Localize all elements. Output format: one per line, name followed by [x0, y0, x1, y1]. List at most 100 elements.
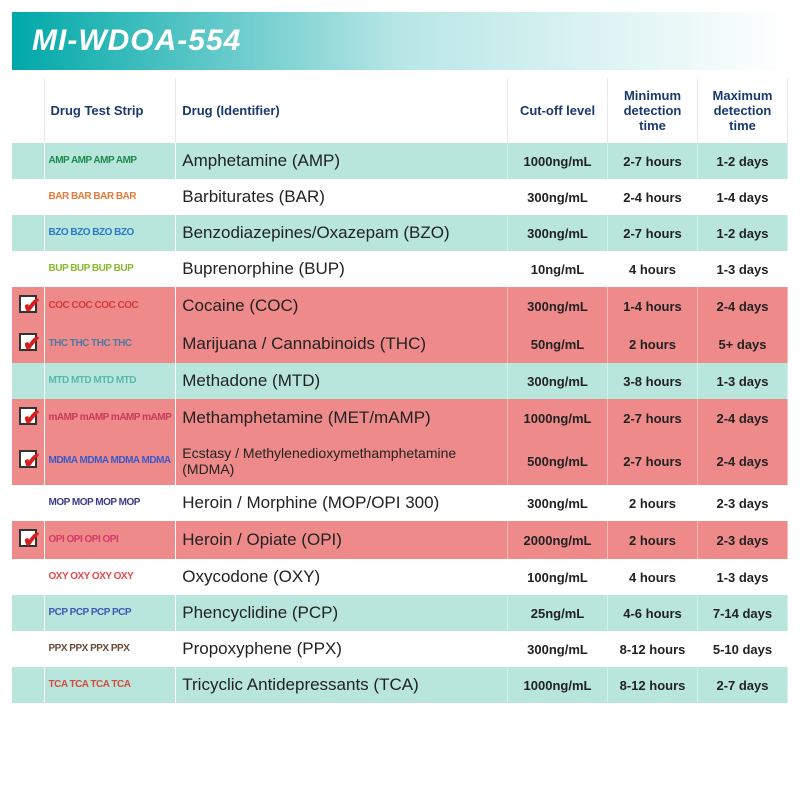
cutoff-cell: 300ng/mL — [508, 363, 608, 399]
drug-cell: Phencyclidine (PCP) — [176, 595, 508, 631]
max-cell: 2-4 days — [698, 437, 788, 485]
min-cell: 2-7 hours — [608, 215, 698, 251]
strip-cell: mAMP mAMP mAMP mAMP — [44, 399, 176, 437]
table-row: BAR BAR BAR BARBarbiturates (BAR)300ng/m… — [12, 179, 788, 215]
checkbox[interactable]: ✔ — [19, 529, 37, 547]
strip-cell: MOP MOP MOP MOP — [44, 485, 176, 521]
drug-cell: Cocaine (COC) — [176, 287, 508, 325]
check-cell[interactable] — [12, 485, 44, 521]
check-cell[interactable] — [12, 559, 44, 595]
min-cell: 2 hours — [608, 325, 698, 363]
table-row: OXY OXY OXY OXYOxycodone (OXY)100ng/mL4 … — [12, 559, 788, 595]
check-cell[interactable] — [12, 251, 44, 287]
col-drug: Drug (Identifier) — [176, 78, 508, 143]
max-cell: 1-2 days — [698, 143, 788, 179]
table-row: ✔OPI OPI OPI OPIHeroin / Opiate (OPI)200… — [12, 521, 788, 559]
min-cell: 8-12 hours — [608, 631, 698, 667]
drug-table: Drug Test Strip Drug (Identifier) Cut-of… — [12, 78, 788, 703]
checkbox[interactable]: ✔ — [19, 333, 37, 351]
min-cell: 4 hours — [608, 251, 698, 287]
cutoff-cell: 1000ng/mL — [508, 399, 608, 437]
strip-cell: THC THC THC THC — [44, 325, 176, 363]
strip-cell: PCP PCP PCP PCP — [44, 595, 176, 631]
strip-cell: PPX PPX PPX PPX — [44, 631, 176, 667]
check-cell[interactable] — [12, 215, 44, 251]
drug-cell: Oxycodone (OXY) — [176, 559, 508, 595]
drug-cell: Methadone (MTD) — [176, 363, 508, 399]
check-cell[interactable] — [12, 667, 44, 703]
check-cell[interactable] — [12, 143, 44, 179]
check-cell[interactable] — [12, 179, 44, 215]
max-cell: 2-3 days — [698, 485, 788, 521]
table-row: ✔ THC THC THC THCMarijuana / Cannabinoids… — [12, 325, 788, 363]
checkbox[interactable]: ✔ — [19, 295, 37, 313]
max-cell: 1-4 days — [698, 179, 788, 215]
max-cell: 1-3 days — [698, 363, 788, 399]
drug-cell: Barbiturates (BAR) — [176, 179, 508, 215]
checkbox[interactable]: ✔ — [19, 450, 37, 468]
min-cell: 3-8 hours — [608, 363, 698, 399]
cutoff-cell: 2000ng/mL — [508, 521, 608, 559]
cutoff-cell: 25ng/mL — [508, 595, 608, 631]
checkmark-icon: ✔ — [23, 527, 41, 553]
cutoff-cell: 1000ng/mL — [508, 143, 608, 179]
table-row: AMP AMP AMP AMPAmphetamine (AMP)1000ng/m… — [12, 143, 788, 179]
strip-cell: OXY OXY OXY OXY — [44, 559, 176, 595]
check-cell[interactable]: ✔ — [12, 437, 44, 485]
strip-cell: MTD MTD MTD MTD — [44, 363, 176, 399]
min-cell: 2-7 hours — [608, 437, 698, 485]
check-cell[interactable] — [12, 631, 44, 667]
check-cell[interactable]: ✔ — [12, 521, 44, 559]
cutoff-cell: 300ng/mL — [508, 179, 608, 215]
drug-cell: Benzodiazepines/Oxazepam (BZO) — [176, 215, 508, 251]
cutoff-cell: 300ng/mL — [508, 631, 608, 667]
max-cell: 2-3 days — [698, 521, 788, 559]
check-cell[interactable]: ✔ — [12, 287, 44, 325]
checkbox[interactable]: ✔ — [19, 407, 37, 425]
max-cell: 5-10 days — [698, 631, 788, 667]
drug-cell: Marijuana / Cannabinoids (THC) — [176, 325, 508, 363]
table-row: BUP BUP BUP BUPBuprenorphine (BUP)10ng/m… — [12, 251, 788, 287]
col-min: Minimum detection time — [608, 78, 698, 143]
max-cell: 2-7 days — [698, 667, 788, 703]
table-row: PCP PCP PCP PCPPhencyclidine (PCP)25ng/m… — [12, 595, 788, 631]
drug-cell: Heroin / Morphine (MOP/OPI 300) — [176, 485, 508, 521]
check-cell[interactable]: ✔ — [12, 399, 44, 437]
header: MI-WDOA-554 — [12, 12, 788, 70]
drug-cell: Buprenorphine (BUP) — [176, 251, 508, 287]
table-row: PPX PPX PPX PPXPropoxyphene (PPX)300ng/m… — [12, 631, 788, 667]
cutoff-cell: 300ng/mL — [508, 287, 608, 325]
max-cell: 1-3 days — [698, 251, 788, 287]
checkmark-icon: ✔ — [23, 405, 41, 431]
strip-cell: MDMA MDMA MDMA MDMA — [44, 437, 176, 485]
col-max: Maximum detection time — [698, 78, 788, 143]
checkmark-icon: ✔ — [23, 448, 41, 474]
check-cell[interactable] — [12, 363, 44, 399]
cutoff-cell: 100ng/mL — [508, 559, 608, 595]
table-row: ✔COC COC COC COCCocaine (COC)300ng/mL1-4… — [12, 287, 788, 325]
min-cell: 2 hours — [608, 485, 698, 521]
min-cell: 2-7 hours — [608, 399, 698, 437]
check-cell[interactable] — [12, 595, 44, 631]
strip-cell: TCA TCA TCA TCA — [44, 667, 176, 703]
table-row: ✔MDMA MDMA MDMA MDMAEcstasy / Methylened… — [12, 437, 788, 485]
min-cell: 4-6 hours — [608, 595, 698, 631]
max-cell: 2-4 days — [698, 287, 788, 325]
table-row: BZO BZO BZO BZOBenzodiazepines/Oxazepam … — [12, 215, 788, 251]
col-cutoff: Cut-off level — [508, 78, 608, 143]
table-header-row: Drug Test Strip Drug (Identifier) Cut-of… — [12, 78, 788, 143]
cutoff-cell: 500ng/mL — [508, 437, 608, 485]
min-cell: 4 hours — [608, 559, 698, 595]
drug-cell: Tricyclic Antidepressants (TCA) — [176, 667, 508, 703]
cutoff-cell: 300ng/mL — [508, 215, 608, 251]
checkmark-icon: ✔ — [23, 293, 41, 319]
strip-cell: BAR BAR BAR BAR — [44, 179, 176, 215]
check-cell[interactable]: ✔ — [12, 325, 44, 363]
strip-cell: COC COC COC COC — [44, 287, 176, 325]
drug-cell: Methamphetamine (MET/mAMP) — [176, 399, 508, 437]
page-title: MI-WDOA-554 — [32, 24, 768, 58]
max-cell: 7-14 days — [698, 595, 788, 631]
min-cell: 2-7 hours — [608, 143, 698, 179]
strip-cell: BUP BUP BUP BUP — [44, 251, 176, 287]
cutoff-cell: 1000ng/mL — [508, 667, 608, 703]
